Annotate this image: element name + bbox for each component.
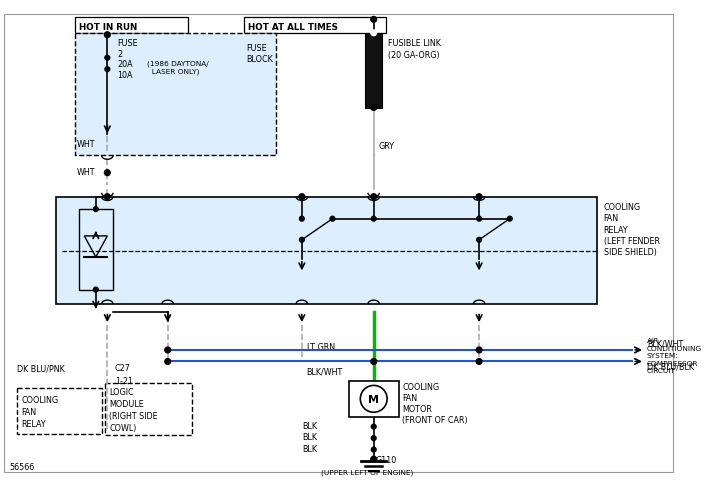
Circle shape	[164, 359, 171, 364]
Text: HOT IN RUN: HOT IN RUN	[78, 23, 137, 33]
Text: FUSIBLE LINK: FUSIBLE LINK	[388, 39, 441, 48]
Circle shape	[371, 447, 376, 452]
Text: LT GRN: LT GRN	[306, 343, 335, 352]
Text: (UPPER LEFT OF ENGINE): (UPPER LEFT OF ENGINE)	[321, 469, 414, 476]
Bar	[349, 381, 399, 417]
Circle shape	[477, 237, 481, 242]
Circle shape	[371, 456, 376, 462]
Text: GRY: GRY	[378, 142, 395, 151]
Text: HOT AT ALL TIMES: HOT AT ALL TIMES	[249, 23, 338, 33]
Text: 2: 2	[117, 50, 122, 59]
Circle shape	[93, 287, 98, 292]
Text: BLK/WHT: BLK/WHT	[306, 368, 343, 377]
Circle shape	[104, 194, 110, 200]
Circle shape	[477, 359, 482, 364]
Text: M: M	[369, 395, 379, 405]
Circle shape	[330, 216, 335, 221]
Text: 10A: 10A	[117, 71, 133, 80]
Text: AIR
CONDITIONING
SYSTEM:
COMPRESSOR
CIRCUIT: AIR CONDITIONING SYSTEM: COMPRESSOR CIRC…	[647, 338, 702, 374]
Text: DK BLU/BLK: DK BLU/BLK	[647, 363, 694, 371]
Circle shape	[477, 347, 482, 353]
Bar	[17, 388, 102, 434]
Circle shape	[508, 216, 512, 221]
Bar	[105, 382, 191, 435]
Text: WHT: WHT	[77, 168, 95, 176]
Circle shape	[371, 424, 376, 429]
Circle shape	[93, 207, 98, 211]
Circle shape	[104, 170, 110, 175]
Circle shape	[371, 194, 376, 200]
Circle shape	[371, 30, 376, 35]
Text: 56566: 56566	[10, 463, 35, 472]
Text: G110: G110	[376, 456, 397, 465]
Circle shape	[371, 216, 376, 221]
Text: WHT: WHT	[77, 140, 95, 149]
Circle shape	[299, 237, 304, 242]
Circle shape	[477, 216, 481, 221]
Text: FUSE: FUSE	[117, 39, 138, 48]
Text: BLK/WHT: BLK/WHT	[647, 340, 683, 349]
Circle shape	[371, 436, 376, 440]
Text: (20 GA-ORG): (20 GA-ORG)	[388, 51, 440, 60]
Text: 1-21: 1-21	[115, 378, 133, 386]
Text: BLK: BLK	[302, 421, 317, 431]
Text: 20A: 20A	[117, 60, 133, 69]
Bar	[244, 17, 386, 33]
Circle shape	[104, 32, 110, 37]
Bar	[365, 33, 383, 107]
Circle shape	[371, 17, 376, 22]
Text: C27: C27	[115, 364, 131, 373]
Text: BLK: BLK	[302, 445, 317, 453]
Text: COOLING
FAN
RELAY: COOLING FAN RELAY	[21, 396, 58, 429]
Bar	[56, 197, 597, 304]
Text: COOLING
FAN
RELAY
(LEFT FENDER
SIDE SHIELD): COOLING FAN RELAY (LEFT FENDER SIDE SHIE…	[604, 203, 659, 257]
Text: (1986 DAYTONA/
  LASER ONLY): (1986 DAYTONA/ LASER ONLY)	[147, 61, 208, 75]
Bar	[78, 209, 113, 290]
Bar	[75, 33, 276, 156]
Circle shape	[371, 104, 376, 110]
Bar	[75, 17, 188, 33]
Circle shape	[371, 359, 376, 364]
Text: DK BLU/PNK: DK BLU/PNK	[17, 364, 65, 373]
Circle shape	[477, 194, 482, 200]
Text: FUSE
BLOCK: FUSE BLOCK	[246, 44, 273, 64]
Circle shape	[105, 55, 109, 60]
Circle shape	[105, 67, 109, 71]
Circle shape	[164, 347, 171, 353]
Text: COOLING
FAN
MOTOR
(FRONT OF CAR): COOLING FAN MOTOR (FRONT OF CAR)	[402, 382, 468, 425]
Text: BLK: BLK	[302, 433, 317, 442]
Text: LOGIC
MODULE
(RIGHT SIDE
COWL): LOGIC MODULE (RIGHT SIDE COWL)	[109, 388, 158, 433]
Circle shape	[299, 216, 304, 221]
Circle shape	[299, 194, 305, 200]
